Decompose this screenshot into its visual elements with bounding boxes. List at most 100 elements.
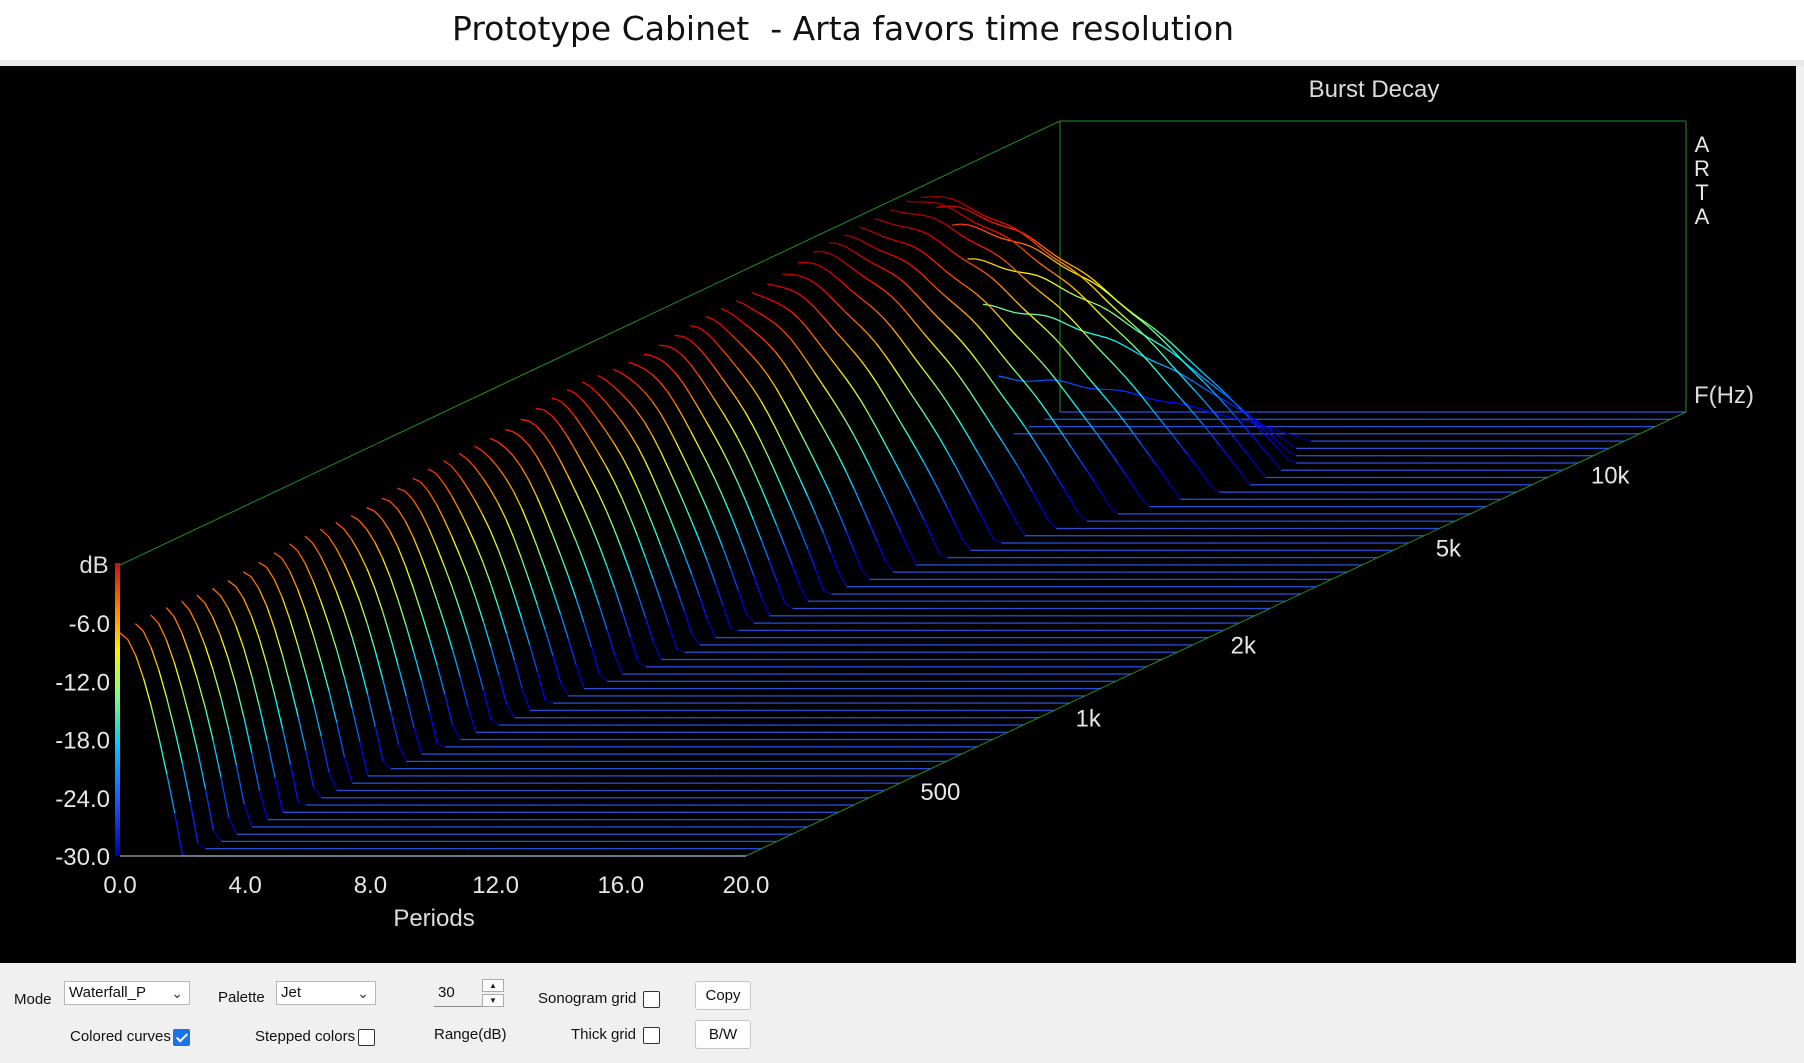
- x-tick-label: 16.0: [597, 872, 644, 899]
- waterfall-slice: [397, 487, 1024, 726]
- stepped-colors-checkbox[interactable]: [358, 1029, 375, 1046]
- waterfall-slice: [366, 506, 993, 741]
- waterfall-slice: [319, 528, 947, 763]
- thick-grid-label: Thick grid: [571, 1026, 637, 1043]
- bw-button[interactable]: B/W: [695, 1020, 751, 1049]
- frequency-axis-line: [745, 411, 1687, 857]
- watermark-letter: R: [1694, 156, 1710, 181]
- waterfall-slice: [844, 234, 1471, 515]
- waterfall-slice: [828, 242, 1455, 522]
- waterfall-slice: [443, 460, 1070, 704]
- palette-select[interactable]: Jet ⌄: [276, 981, 376, 1005]
- window-title-bar: Prototype Cabinet - Arta favors time res…: [0, 0, 1804, 60]
- burst-decay-chart: Burst Decay dB Periods F(Hz) 0.0 4.0 8.0 12…: [55, 76, 1754, 932]
- waterfall-slice: [674, 334, 1301, 595]
- waterfall-slice: [258, 561, 885, 792]
- x-tick-label: 8.0: [354, 872, 387, 899]
- waterfall-slice: [597, 374, 1224, 632]
- waterfall-slice: [767, 283, 1394, 551]
- frame-top-diagonal: [119, 120, 1061, 566]
- waterfall-slice: [196, 594, 823, 821]
- waterfall-slice: [212, 587, 839, 813]
- waterfall-slice: [566, 388, 1193, 646]
- waterfall-slice: [551, 397, 1178, 653]
- palette-label: Palette: [218, 989, 265, 1006]
- range-input[interactable]: 30: [434, 979, 482, 1007]
- waterfall-slice: [705, 315, 1332, 581]
- waterfall-slice: [458, 452, 1085, 697]
- y-tick-label: -12.0: [55, 669, 110, 696]
- watermark-letter: A: [1695, 204, 1710, 229]
- waterfall-slice: [751, 292, 1378, 559]
- range-spinner[interactable]: ▲ ▼: [482, 979, 504, 1007]
- waterfall-slice: [381, 497, 1008, 733]
- x-tick-label: 4.0: [229, 872, 262, 899]
- waterfall-slice: [273, 552, 901, 784]
- waterfall-slice: [335, 521, 962, 755]
- y-tick-label: -18.0: [55, 728, 110, 755]
- waterfall-plot-area: Burst Decay dB Periods F(Hz) 0.0 4.0 8.0 12…: [0, 66, 1796, 963]
- colored-curves-checkbox[interactable]: [173, 1029, 190, 1046]
- range-label: Range(dB): [434, 1026, 507, 1043]
- spin-down-icon[interactable]: ▼: [482, 994, 504, 1007]
- y-tick-label: -30.0: [55, 844, 110, 871]
- waterfall-slice: [874, 217, 1502, 500]
- waterfall-slice: [227, 580, 854, 806]
- title-separator: [0, 60, 1804, 66]
- sonogram-grid-checkbox[interactable]: [643, 991, 660, 1008]
- chevron-down-icon: ⌄: [357, 985, 369, 1001]
- chart-title: Burst Decay: [1309, 76, 1440, 103]
- waterfall-slice: [890, 209, 1517, 493]
- waterfall-slice: [813, 250, 1440, 530]
- waterfall-slice: [952, 223, 1579, 464]
- waterfall-slice: [535, 407, 1163, 661]
- sonogram-grid-label: Sonogram grid: [538, 990, 637, 1007]
- waterfall-slice: [628, 361, 1255, 617]
- waterfall-slice: [967, 258, 1594, 457]
- waterfall-slice: [998, 375, 1625, 442]
- frequency-tick-label: 10k: [1591, 462, 1631, 489]
- x-axis-label: Periods: [393, 905, 474, 932]
- waterfall-slice: [859, 226, 1486, 508]
- window-title: Prototype Cabinet - Arta favors time res…: [452, 9, 1235, 48]
- waterfall-slice: [720, 308, 1347, 573]
- watermark-letter: T: [1695, 180, 1708, 205]
- waterfall-slice: [304, 535, 931, 770]
- mode-select[interactable]: Waterfall_P ⌄: [64, 981, 190, 1005]
- y-axis-label: dB: [79, 552, 108, 579]
- axis-ticks: 0.0 4.0 8.0 12.0 16.0 20.0 -6.0 -12.0 -18.0 -24.0…: [55, 462, 1630, 899]
- colored-curves-label: Colored curves: [70, 1028, 171, 1045]
- x-tick-label: 20.0: [723, 872, 770, 899]
- palette-select-value: Jet: [281, 984, 302, 1001]
- waterfall-slice: [150, 614, 777, 843]
- waterfall-slice: [797, 261, 1424, 537]
- copy-button[interactable]: Copy: [695, 981, 751, 1010]
- range-input-value: 30: [438, 984, 455, 1001]
- waterfall-slice: [690, 325, 1317, 588]
- window-edge: [1796, 66, 1804, 963]
- x-tick-label: 12.0: [472, 872, 519, 899]
- mode-label: Mode: [14, 991, 52, 1008]
- waterfall-slice: [782, 273, 1409, 544]
- waterfall-slice: [921, 195, 1548, 479]
- waterfall-slice: [181, 600, 808, 828]
- y-tick-label: -6.0: [69, 611, 110, 638]
- z-axis-label: F(Hz): [1694, 382, 1754, 409]
- waterfall-slice: [489, 437, 1116, 682]
- thick-grid-checkbox[interactable]: [643, 1027, 660, 1044]
- mode-select-value: Waterfall_P: [69, 984, 146, 1001]
- x-tick-label: 0.0: [103, 872, 136, 899]
- control-panel: Mode Waterfall_P ⌄ Palette Jet ⌄ 30 ▲ ▼ …: [0, 963, 1804, 1063]
- waterfall-slice: [242, 571, 870, 799]
- waterfall-slice: [134, 623, 762, 850]
- waterfall-slice: [427, 468, 1055, 712]
- waterfall-slice: [505, 428, 1132, 675]
- y-tick-label: -24.0: [55, 786, 110, 813]
- waterfall-slice: [736, 300, 1363, 566]
- spin-up-icon[interactable]: ▲: [482, 979, 504, 992]
- stepped-colors-label: Stepped colors: [255, 1028, 356, 1045]
- plot-frame-front: [119, 120, 1687, 857]
- frequency-tick-label: 2k: [1231, 632, 1257, 659]
- colorbar: [115, 563, 120, 856]
- watermark-letter: A: [1695, 132, 1710, 157]
